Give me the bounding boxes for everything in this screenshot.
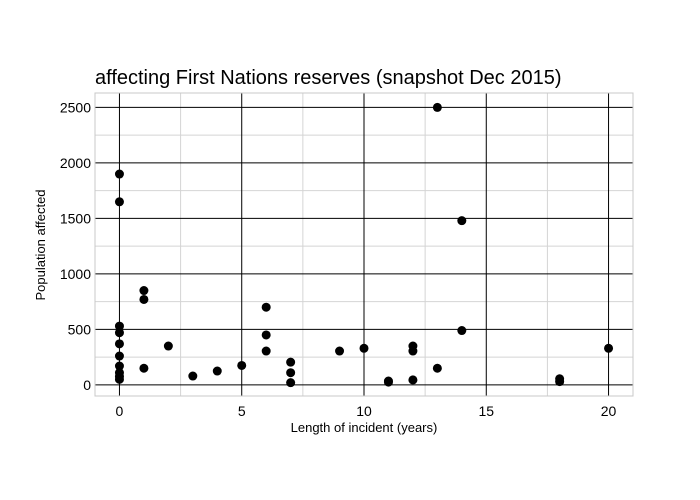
y-tick-label: 2000 [60,155,91,171]
data-point [237,360,247,370]
data-point [432,363,442,373]
plot-frame [94,92,634,397]
data-point [432,102,442,112]
data-point [163,341,173,351]
data-point [261,346,271,356]
data-point [359,343,369,353]
data-point [139,363,149,373]
y-tick-label: 2500 [60,99,91,115]
y-tick-label: 1500 [60,210,91,226]
y-axis-label: Population affected [33,189,48,300]
data-point [114,351,124,361]
data-point [114,374,124,384]
data-point [383,377,393,387]
x-tick-label: 5 [238,403,246,419]
data-point [188,371,198,381]
data-point [114,321,124,331]
grid-layer [95,93,633,396]
x-tick-label: 0 [116,403,124,419]
data-point [286,378,296,388]
data-point [457,326,467,336]
data-point [114,328,124,338]
data-point [139,294,149,304]
data-point [139,286,149,296]
data-point [408,375,418,385]
y-tick-label: 0 [83,377,91,393]
y-tick-label: 500 [68,321,92,337]
x-tick-label: 10 [356,403,372,419]
data-point [604,343,614,353]
data-point [114,339,124,349]
x-axis-label: Length of incident (years) [291,420,438,435]
chart-title: affecting First Nations reserves (snapsh… [95,67,562,89]
data-point [114,361,124,371]
y-tick-label: 1000 [60,266,91,282]
data-point [261,330,271,340]
data-point [457,216,467,226]
data-point [286,357,296,367]
tick-labels: 0 5 10 15 20 0 500 1000 1500 2000 2500 [60,99,617,419]
data-point [335,346,345,356]
data-point [555,377,565,387]
data-point [212,366,222,376]
data-point [261,302,271,312]
x-tick-label: 20 [601,403,617,419]
data-point [286,368,296,378]
points-layer [114,102,614,388]
data-point [114,197,124,207]
data-point [408,346,418,356]
x-tick-label: 15 [478,403,494,419]
data-point [114,169,124,179]
